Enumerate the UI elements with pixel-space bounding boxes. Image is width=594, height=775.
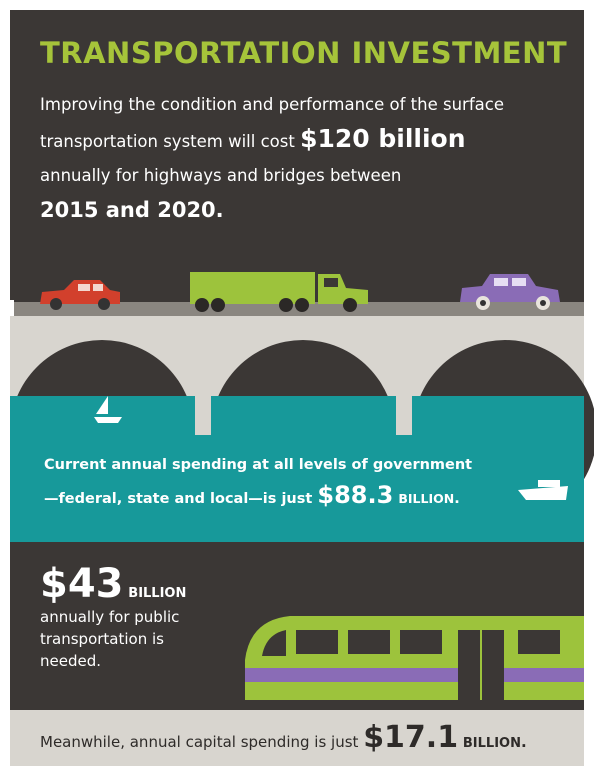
transit-unit: BILLION <box>128 586 187 601</box>
truck <box>190 272 368 312</box>
purple-car <box>460 274 560 310</box>
footer: Meanwhile, annual capital spending is ju… <box>40 720 527 755</box>
edge <box>10 300 14 316</box>
footer-unit: BILLION <box>462 736 521 751</box>
pillar <box>195 380 211 435</box>
water-text: Current annual spending at all levels of… <box>44 457 473 507</box>
transit: $43 BILLION annually for public transpor… <box>40 562 200 672</box>
water-end: . <box>454 491 460 507</box>
water-text: Current annual spending at all levels of… <box>44 450 484 514</box>
footer-amount: $17.1 <box>363 720 459 755</box>
pillar <box>396 380 412 435</box>
intro-amount: $120 billion <box>300 124 466 153</box>
water-amount: $88.3 <box>317 481 394 509</box>
transit-amount: $43 <box>40 561 124 607</box>
title: TRANSPORTATION INVESTMENT <box>40 36 568 70</box>
intro-period: 2015 and 2020. <box>40 198 224 222</box>
footer-band <box>10 710 584 766</box>
intro-text: Improving the condition and performance … <box>40 95 504 151</box>
train <box>245 616 584 700</box>
intro: Improving the condition and performance … <box>40 88 510 229</box>
water-unit: BILLION <box>398 491 455 506</box>
motorboat <box>518 480 568 500</box>
intro-text: annually for highways and bridges betwee… <box>40 166 402 185</box>
footer-end: . <box>520 733 527 751</box>
footer-text: Meanwhile, annual capital spending is ju… <box>40 733 359 751</box>
transit-text: annually for public transportation is ne… <box>40 608 180 670</box>
red-car <box>40 280 120 310</box>
sailboat <box>94 396 122 423</box>
